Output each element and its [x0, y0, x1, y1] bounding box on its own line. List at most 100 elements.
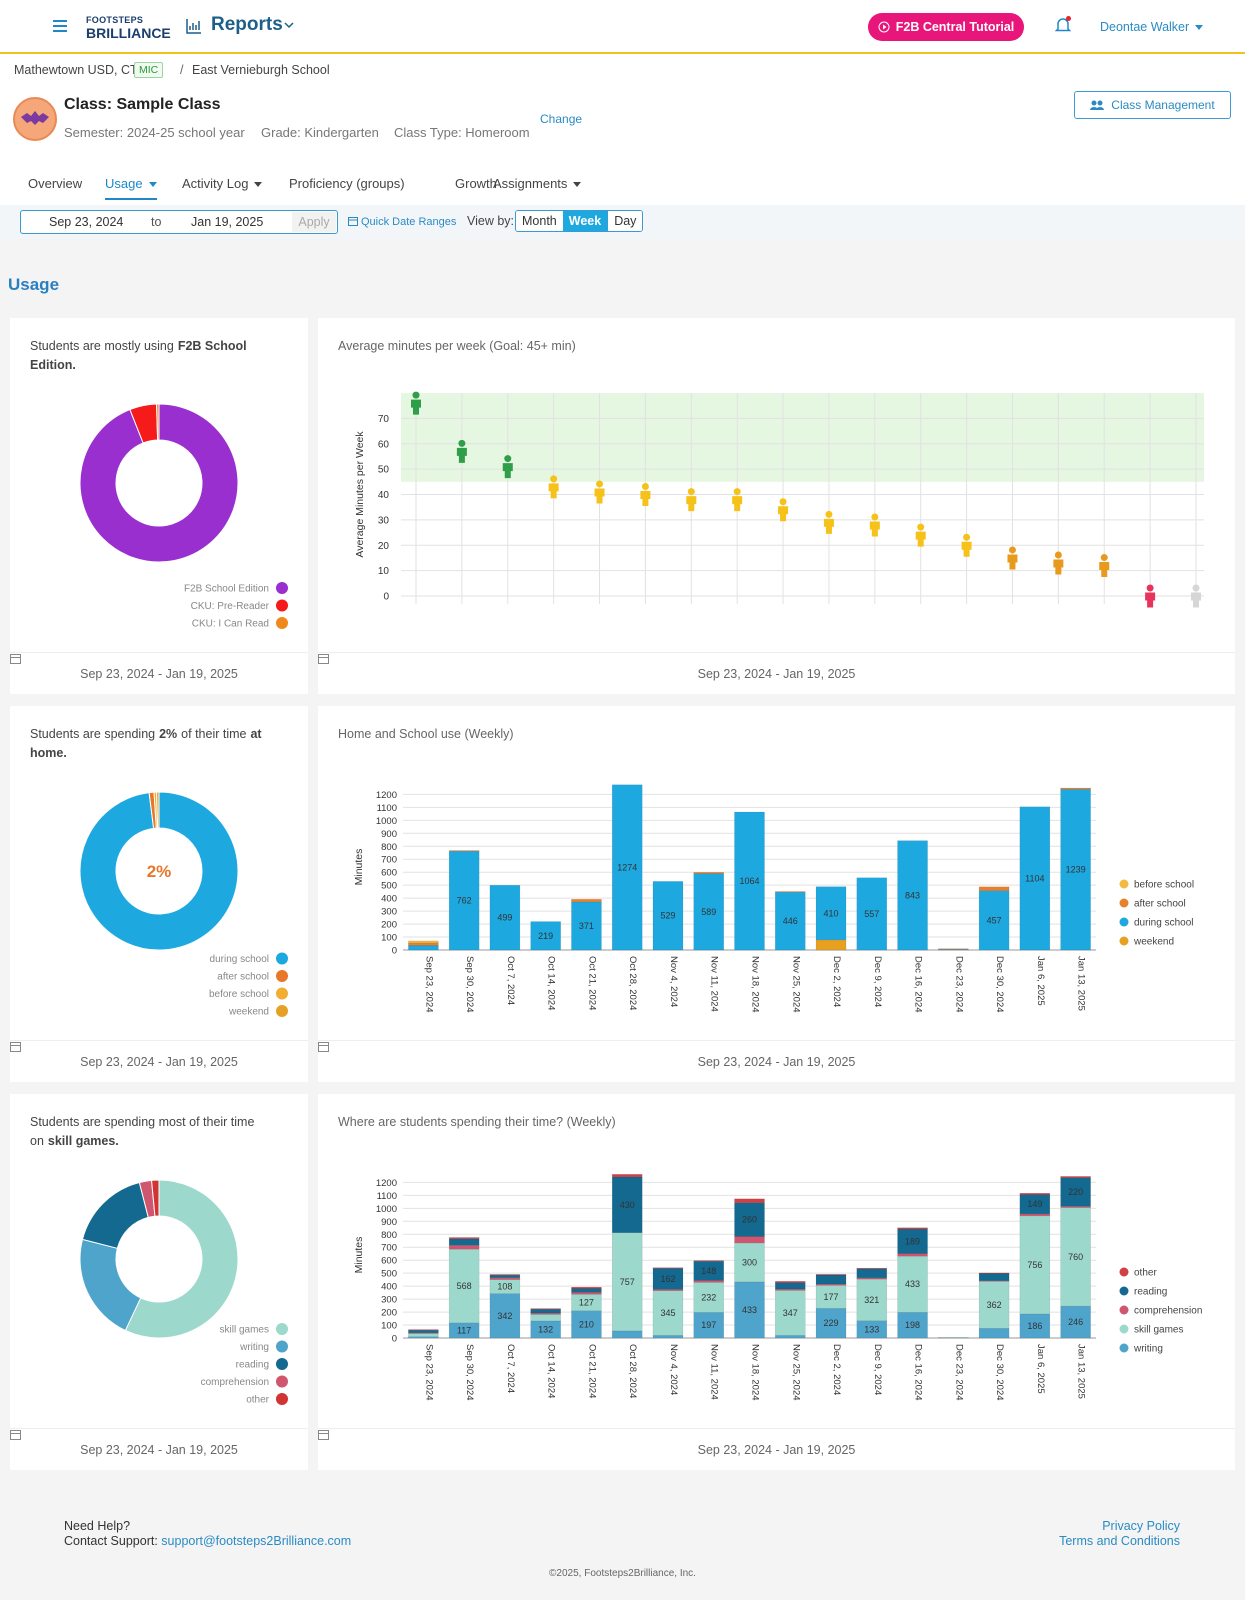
- legend-label: before school: [1134, 880, 1194, 891]
- bar-segment: [978, 1272, 1010, 1274]
- bar-segment: [693, 1260, 724, 1262]
- student-icon: [1053, 551, 1064, 575]
- data-label: 410: [824, 908, 839, 918]
- student-icon: [961, 533, 972, 557]
- menu-icon[interactable]: [52, 18, 68, 34]
- tab[interactable]: Proficiency (groups): [289, 176, 405, 191]
- data-label: 117: [457, 1325, 471, 1335]
- tab[interactable]: Assignments: [493, 176, 582, 191]
- user-menu[interactable]: Deontae Walker: [1100, 20, 1204, 34]
- x-tick-label: Oct 14, 2024: [546, 1344, 557, 1398]
- x-tick-label: Dec 30, 2024: [994, 956, 1005, 1013]
- bar-segment: [1019, 1313, 1051, 1339]
- bar-segment: [611, 1330, 643, 1339]
- grade: Grade: Kindergarten: [261, 125, 379, 140]
- bell-icon[interactable]: [1054, 15, 1072, 35]
- y-tick-label: 1200: [376, 790, 397, 801]
- legend-label: reading: [1134, 1287, 1167, 1298]
- reports-caret: [284, 22, 294, 29]
- tab-active[interactable]: Usage: [105, 176, 157, 200]
- data-label: 760: [1068, 1252, 1083, 1262]
- privacy-link[interactable]: Privacy Policy: [1102, 1519, 1180, 1533]
- date-range: Sep 23, 2024 - Jan 19, 2025: [697, 666, 856, 681]
- legend-swatch: [276, 970, 288, 982]
- tab[interactable]: Activity Log: [182, 176, 263, 191]
- y-tick-label: 100: [381, 933, 397, 944]
- bar-segment: [775, 891, 806, 893]
- data-label: 843: [905, 890, 920, 900]
- date-range: Sep 23, 2024 - Jan 19, 2025: [80, 1054, 238, 1069]
- terms-link[interactable]: Terms and Conditions: [1059, 1534, 1180, 1548]
- date-from[interactable]: Sep 23, 2024: [49, 215, 124, 229]
- y-tick-label: 800: [381, 1230, 397, 1241]
- x-tick-label: Dec 2, 2024: [831, 1344, 842, 1395]
- view-by-label: View by:: [467, 214, 515, 228]
- data-label: 362: [987, 1300, 1002, 1310]
- date-range-input[interactable]: [20, 210, 338, 234]
- icon-body: [640, 491, 651, 506]
- card-title: Where are students spending their time? …: [338, 1115, 616, 1129]
- tutorial-button[interactable]: F2B Central Tutorial: [868, 13, 1024, 41]
- reports-menu[interactable]: Reports: [211, 14, 289, 36]
- data-label: 433: [905, 1279, 920, 1289]
- change-link[interactable]: Change: [540, 112, 583, 126]
- card-footer: Sep 23, 2024 - Jan 19, 2025: [10, 652, 308, 694]
- bar-segment: [408, 942, 439, 946]
- icon-body: [411, 399, 421, 415]
- data-label: 446: [783, 916, 798, 926]
- y-tick-label: 400: [381, 894, 397, 905]
- date-to[interactable]: Jan 19, 2025: [191, 215, 264, 229]
- bar-segment: [978, 886, 1010, 891]
- icon-body: [502, 463, 513, 479]
- tab[interactable]: Growth: [455, 176, 497, 191]
- data-label: 1239: [1066, 865, 1086, 875]
- view-option-active[interactable]: Week: [562, 211, 608, 231]
- x-tick-label: Oct 21, 2024: [586, 1344, 597, 1398]
- data-label: 162: [660, 1274, 675, 1284]
- legend-label: after school: [1134, 899, 1186, 910]
- icon-body: [1007, 554, 1018, 570]
- donut-slice: [124, 1179, 239, 1339]
- bar-segment: [734, 1198, 765, 1203]
- bar-segment: [1019, 1193, 1051, 1195]
- bar-segment: [1019, 1215, 1051, 1315]
- tab-label: Activity Log: [182, 176, 249, 191]
- student-icon: [686, 488, 697, 512]
- donut-slice: [79, 403, 239, 563]
- user-name: Deontae Walker: [1100, 20, 1190, 34]
- view-option[interactable]: Month: [516, 211, 563, 231]
- title-part: Students are mostly using: [30, 339, 174, 353]
- legend-swatch: [276, 1375, 288, 1388]
- tab[interactable]: Overview: [28, 176, 83, 191]
- icon-head: [1054, 551, 1062, 559]
- x-tick-label: Oct 14, 2024: [546, 956, 557, 1010]
- class-management-label: Class Management: [1111, 98, 1215, 112]
- bar-segment: [1060, 1305, 1091, 1339]
- data-label: 229: [824, 1318, 839, 1328]
- icon-body: [778, 506, 789, 522]
- bar-segment: [815, 1274, 847, 1285]
- bar-segment: [448, 1237, 480, 1240]
- reports-icon: [186, 19, 201, 34]
- x-tick-label: Nov 11, 2024: [709, 1344, 720, 1400]
- quick-date-ranges[interactable]: Quick Date Ranges: [348, 216, 456, 228]
- y-tick-label: 900: [381, 1217, 397, 1228]
- student-icon: [823, 510, 834, 534]
- y-tick-label: 20: [378, 541, 390, 552]
- calendar-icon: [10, 1042, 21, 1052]
- bar-segment: [571, 901, 602, 951]
- x-tick-label: Oct 21, 2024: [586, 956, 597, 1010]
- chart: 2% during school after school before school…: [79, 791, 288, 1018]
- legend-swatch: [276, 1340, 288, 1353]
- card-title: Students are mostly using F2B School Edit…: [30, 337, 290, 375]
- x-tick-label: Sep 23, 2024: [423, 1344, 434, 1401]
- data-label: 762: [457, 896, 472, 906]
- class-management-button[interactable]: Class Management: [1074, 91, 1231, 119]
- y-tick-label: 900: [381, 829, 397, 840]
- bar-segment: [611, 1232, 643, 1332]
- apply-button[interactable]: Apply: [292, 212, 336, 232]
- y-tick-label: 200: [381, 1308, 397, 1319]
- support-email[interactable]: support@footsteps2Brilliance.com: [161, 1534, 352, 1548]
- view-option[interactable]: Day: [607, 211, 643, 231]
- y-tick-label: 0: [392, 1334, 397, 1345]
